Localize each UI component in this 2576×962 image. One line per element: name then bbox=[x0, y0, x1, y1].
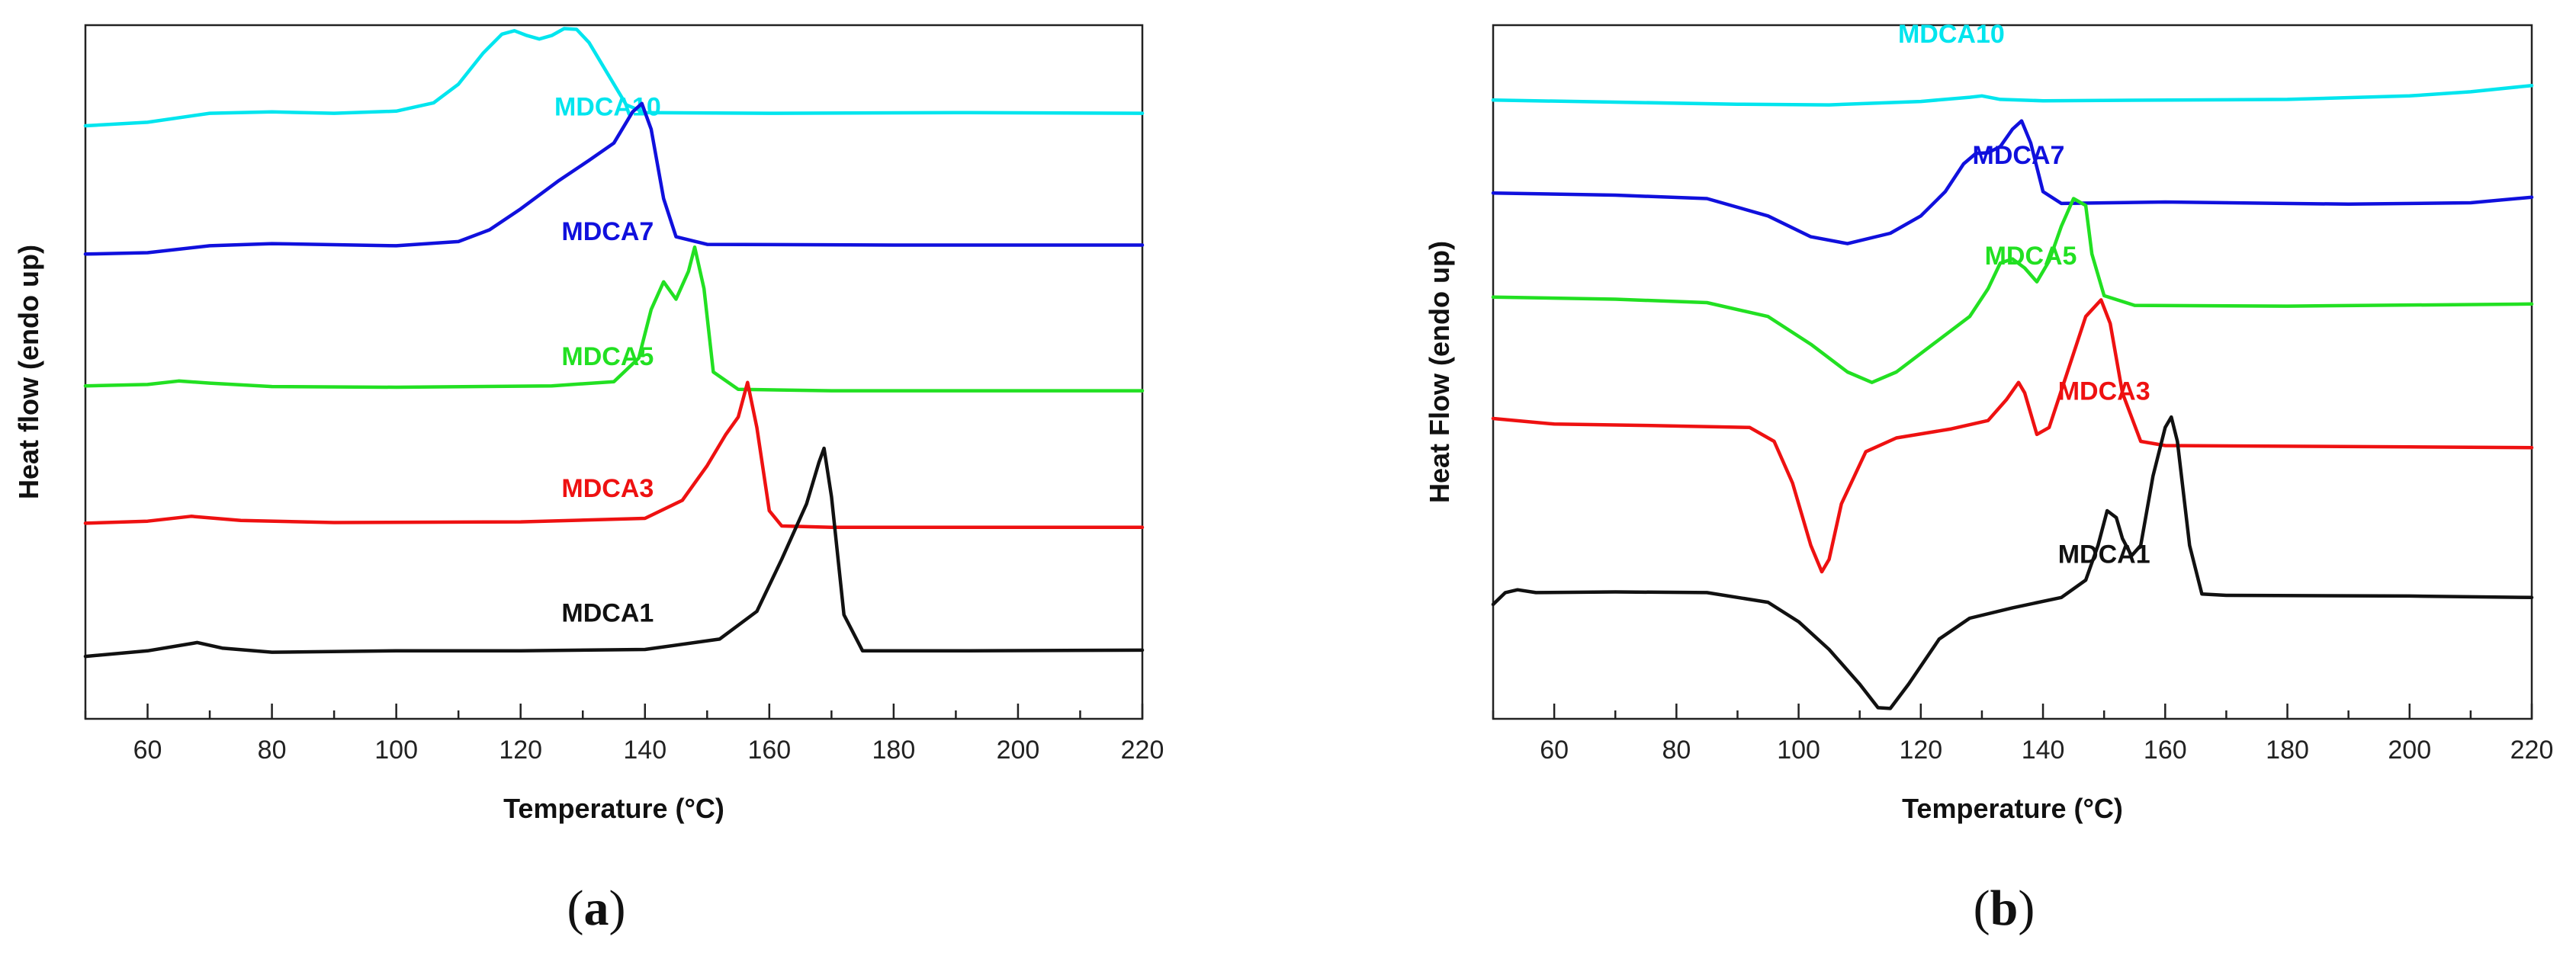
x-axis-title: Temperature (°C) bbox=[503, 793, 724, 824]
series-line-mdca7 bbox=[1491, 119, 2534, 245]
series-line-mdca1 bbox=[83, 446, 1145, 659]
panel-a: 60 80 100 120 140 160 180 200 220 Temperature (°C… bbox=[13, 24, 1164, 936]
series-line-mdca7 bbox=[83, 101, 1145, 256]
caption-close-paren: ) bbox=[609, 880, 626, 936]
series-line-mdca3 bbox=[1491, 298, 2534, 574]
x-tick-label: 100 bbox=[1777, 736, 1820, 765]
caption-letter: a bbox=[584, 880, 609, 936]
panel-caption: (a) bbox=[567, 880, 626, 936]
x-tick-label: 220 bbox=[1121, 736, 1164, 765]
series-label-mdca3: MDCA3 bbox=[561, 474, 654, 503]
x-tick-label: 120 bbox=[499, 736, 542, 765]
caption-open-paren: ( bbox=[567, 880, 584, 936]
series-line-mdca5 bbox=[1491, 197, 2534, 384]
caption-letter: b bbox=[1990, 880, 2019, 936]
y-axis-title: Heat flow (endo up) bbox=[13, 245, 44, 499]
x-tick-label: 120 bbox=[1899, 736, 1942, 765]
plot-frame bbox=[84, 24, 1144, 720]
x-tick-label: 80 bbox=[258, 736, 287, 765]
y-axis-title: Heat Flow (endo up) bbox=[1424, 241, 1455, 503]
series-line-mdca3 bbox=[83, 380, 1145, 530]
x-tick-label: 180 bbox=[2266, 736, 2309, 765]
plot-frame bbox=[1492, 24, 2533, 720]
x-tick-label: 160 bbox=[2144, 736, 2187, 765]
series-line-mdca1 bbox=[1491, 415, 2534, 710]
x-axis-title: Temperature (°C) bbox=[1902, 793, 2123, 824]
series-line-mdca10 bbox=[83, 27, 1145, 128]
caption-close-paren: ) bbox=[2018, 880, 2035, 936]
x-tick-label: 60 bbox=[1540, 736, 1569, 765]
panel-caption: (b) bbox=[1974, 880, 2035, 936]
x-tick-label: 180 bbox=[872, 736, 916, 765]
x-tick-label: 220 bbox=[2510, 736, 2554, 765]
series-label-mdca3: MDCA3 bbox=[2058, 377, 2150, 406]
x-tick-label: 200 bbox=[2388, 736, 2431, 765]
series-label-mdca7: MDCA7 bbox=[561, 217, 654, 246]
series-label-mdca10: MDCA10 bbox=[1898, 20, 2005, 49]
series-label-mdca5: MDCA5 bbox=[1985, 242, 2077, 271]
series-label-mdca7: MDCA7 bbox=[1973, 141, 2065, 170]
series-label-mdca5: MDCA5 bbox=[561, 342, 654, 371]
series-label-mdca1: MDCA1 bbox=[561, 599, 654, 628]
series-label-mdca1: MDCA1 bbox=[2058, 540, 2150, 569]
series-line-mdca5 bbox=[83, 245, 1145, 393]
series-line-mdca10 bbox=[1491, 83, 2534, 107]
x-tick-label: 160 bbox=[747, 736, 791, 765]
x-tick-label: 140 bbox=[2022, 736, 2065, 765]
x-tick-label: 60 bbox=[133, 736, 162, 765]
caption-open-paren: ( bbox=[1974, 880, 1990, 936]
x-tick-label: 200 bbox=[997, 736, 1040, 765]
panel-b: 60 80 100 120 140 160 180 200 220 Temperature (°C… bbox=[1424, 20, 2553, 936]
x-tick-label: 140 bbox=[623, 736, 666, 765]
x-tick-label: 80 bbox=[1662, 736, 1691, 765]
x-tick-label: 100 bbox=[374, 736, 418, 765]
